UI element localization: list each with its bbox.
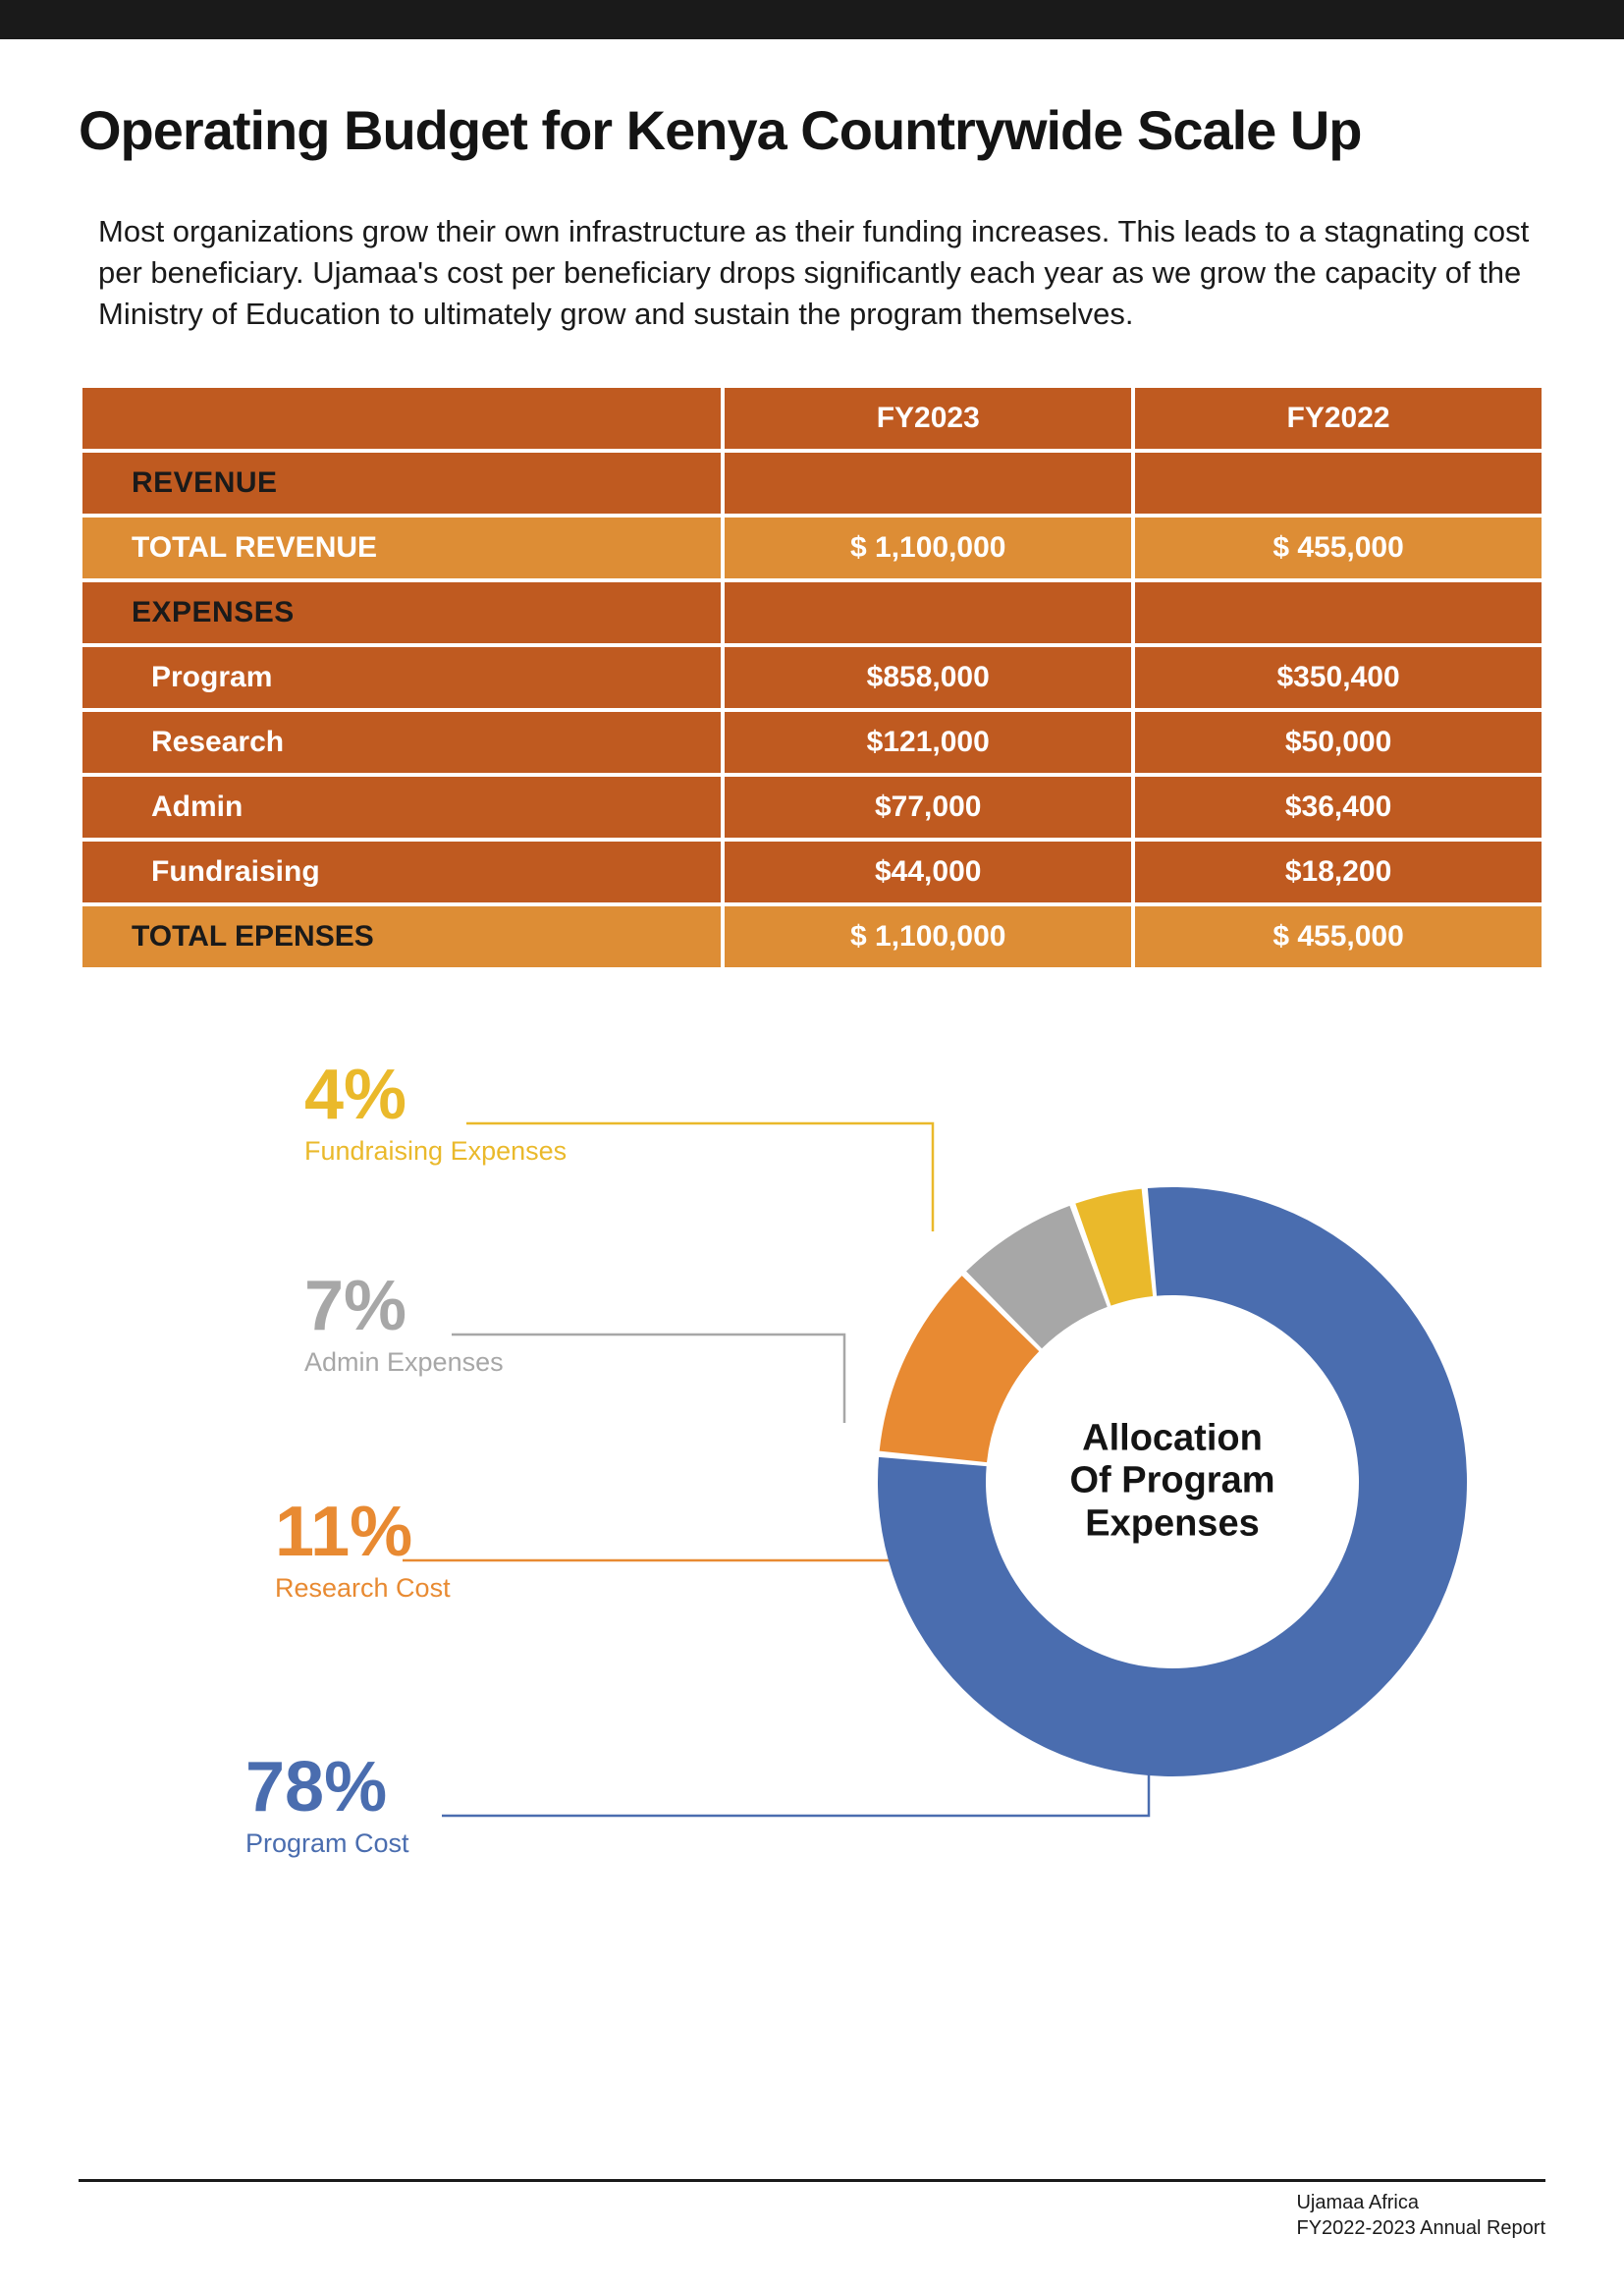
total-expenses-label: TOTAL EPENSES <box>82 906 721 967</box>
footer-line2: FY2022-2023 Annual Report <box>1296 2215 1545 2241</box>
expense-program-label: Program <box>82 647 721 708</box>
expenses-empty-2 <box>1135 582 1542 643</box>
callout-program: 78% Program Cost <box>245 1752 409 1859</box>
table-header-row: FY2023 FY2022 <box>82 388 1542 449</box>
donut-center-label: Allocation Of Program Expenses <box>1069 1417 1274 1546</box>
table-row: Fundraising $44,000 $18,200 <box>82 842 1542 902</box>
bottom-rule <box>79 2179 1545 2182</box>
callout-admin: 7% Admin Expenses <box>304 1271 504 1378</box>
budget-table: FY2023 FY2022 REVENUE TOTAL REVENUE $ 1,… <box>79 384 1545 971</box>
callout-fundraising: 4% Fundraising Expenses <box>304 1060 567 1167</box>
program-pct: 78% <box>245 1752 409 1823</box>
donut-chart: Allocation Of Program Expenses <box>858 1168 1487 1796</box>
total-expenses-y2: $ 455,000 <box>1135 906 1542 967</box>
expense-admin-label: Admin <box>82 777 721 838</box>
donut-section: 4% Fundraising Expenses 7% Admin Expense… <box>79 1060 1545 2042</box>
header-fy2023: FY2023 <box>725 388 1131 449</box>
expense-admin-y1: $77,000 <box>725 777 1131 838</box>
expense-research-y1: $121,000 <box>725 712 1131 773</box>
admin-pct: 7% <box>304 1271 504 1341</box>
expense-program-y1: $858,000 <box>725 647 1131 708</box>
footer-line1: Ujamaa Africa <box>1296 2190 1545 2215</box>
total-expenses-y1: $ 1,100,000 <box>725 906 1131 967</box>
donut-title-2: Of Program <box>1069 1460 1274 1503</box>
expenses-label: EXPENSES <box>82 582 721 643</box>
header-empty <box>82 388 721 449</box>
research-label: Research Cost <box>275 1573 451 1604</box>
expense-research-y2: $50,000 <box>1135 712 1542 773</box>
total-revenue-y2: $ 455,000 <box>1135 518 1542 578</box>
page-content: Operating Budget for Kenya Countrywide S… <box>0 39 1624 2042</box>
expense-fundraising-y2: $18,200 <box>1135 842 1542 902</box>
admin-label: Admin Expenses <box>304 1347 504 1378</box>
revenue-empty-1 <box>725 453 1131 514</box>
total-expenses-row: TOTAL EPENSES $ 1,100,000 $ 455,000 <box>82 906 1542 967</box>
header-fy2022: FY2022 <box>1135 388 1542 449</box>
revenue-label: REVENUE <box>82 453 721 514</box>
revenue-section-row: REVENUE <box>82 453 1542 514</box>
revenue-empty-2 <box>1135 453 1542 514</box>
total-revenue-y1: $ 1,100,000 <box>725 518 1131 578</box>
expenses-empty-1 <box>725 582 1131 643</box>
footer: Ujamaa Africa FY2022-2023 Annual Report <box>1296 2190 1545 2241</box>
research-pct: 11% <box>275 1497 451 1567</box>
total-revenue-label: TOTAL REVENUE <box>82 518 721 578</box>
table-row: Program $858,000 $350,400 <box>82 647 1542 708</box>
intro-paragraph: Most organizations grow their own infras… <box>79 211 1545 335</box>
table-row: Research $121,000 $50,000 <box>82 712 1542 773</box>
fundraising-pct: 4% <box>304 1060 567 1130</box>
donut-title-1: Allocation <box>1069 1417 1274 1460</box>
expense-fundraising-label: Fundraising <box>82 842 721 902</box>
top-black-bar <box>0 0 1624 39</box>
expense-research-label: Research <box>82 712 721 773</box>
expense-admin-y2: $36,400 <box>1135 777 1542 838</box>
fundraising-label: Fundraising Expenses <box>304 1136 567 1167</box>
table-row: Admin $77,000 $36,400 <box>82 777 1542 838</box>
total-revenue-row: TOTAL REVENUE $ 1,100,000 $ 455,000 <box>82 518 1542 578</box>
donut-title-3: Expenses <box>1069 1502 1274 1546</box>
callout-research: 11% Research Cost <box>275 1497 451 1604</box>
expense-program-y2: $350,400 <box>1135 647 1542 708</box>
page-title: Operating Budget for Kenya Countrywide S… <box>79 98 1545 162</box>
expense-fundraising-y1: $44,000 <box>725 842 1131 902</box>
program-label: Program Cost <box>245 1828 409 1859</box>
expenses-section-row: EXPENSES <box>82 582 1542 643</box>
